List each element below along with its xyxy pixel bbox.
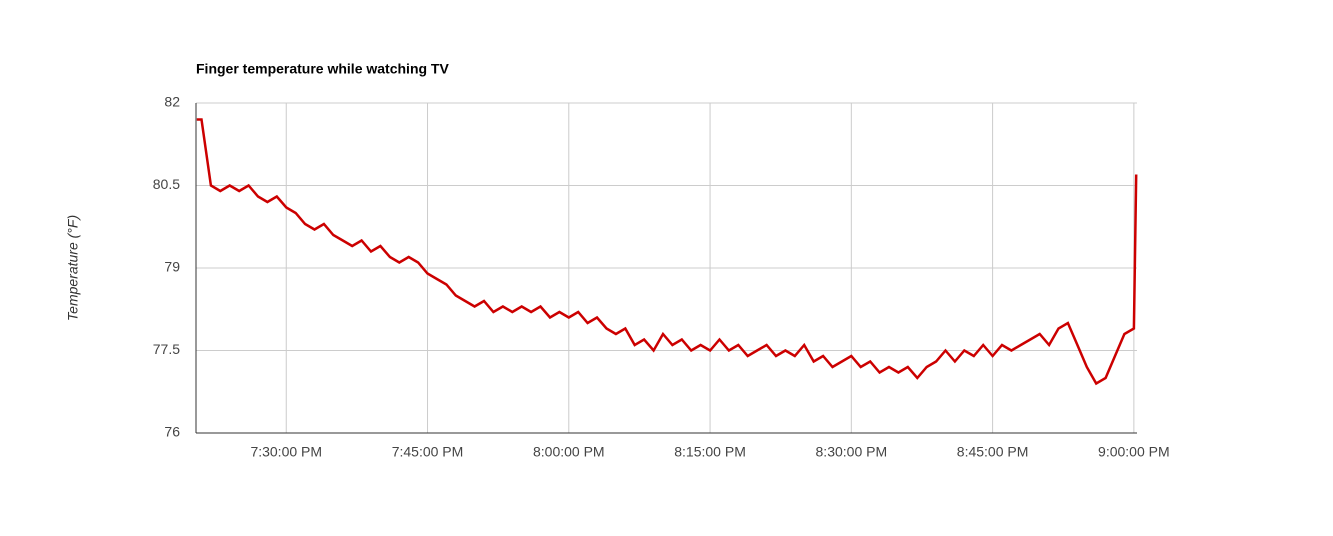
y-axis-label: Temperature (°F) [65,215,81,321]
y-tick-label: 77.5 [153,341,180,357]
x-tick-label: 7:30:00 PM [250,444,322,460]
y-tick-label: 79 [164,259,180,275]
y-tick-label: 76 [164,424,180,440]
line [196,118,1138,386]
y-tick-label: 82 [164,94,180,110]
x-tick-label: 7:45:00 PM [392,444,464,460]
x-tick-label: 8:30:00 PM [816,444,888,460]
x-tick-label: 8:00:00 PM [533,444,605,460]
chart-title: Finger temperature while watching TV [196,61,449,77]
x-tick-label: 9:00:00 PM [1098,444,1170,460]
x-tick-label: 8:15:00 PM [674,444,746,460]
x-tick-label: 8:45:00 PM [957,444,1029,460]
y-tick-label: 80.5 [153,176,180,192]
